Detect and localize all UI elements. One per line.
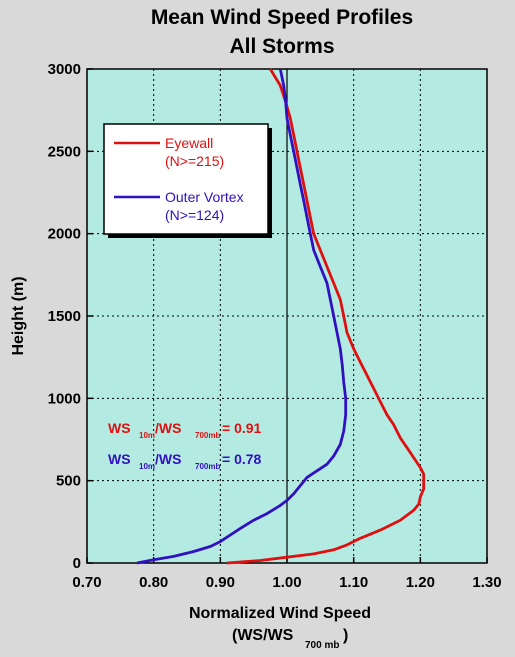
tick-layer: 0.70 0.80 0.90 1.00 1.10 1.20 1.30 0 500 1000 1500…	[48, 61, 502, 591]
series-layer	[136, 68, 426, 565]
x-axis-label-close: )	[343, 627, 348, 644]
x-axis-label-sub: 700 mb	[305, 640, 339, 651]
annotation-ws: WS	[108, 420, 131, 436]
annotation-ws-ratio: /WS	[155, 420, 181, 436]
chart-title: Mean Wind Speed Profiles	[151, 6, 413, 29]
chart-subtitle: All Storms	[229, 35, 334, 58]
x-tick-label: 0.70	[72, 574, 101, 591]
annotation-value: = 0.78	[222, 451, 262, 467]
annotation-sub-700mb: 700mb	[195, 431, 220, 440]
x-tick-label: 1.10	[339, 574, 368, 591]
x-axis-label: Normalized Wind Speed	[189, 605, 371, 622]
y-tick-label: 3000	[48, 61, 81, 78]
annotation-sub-10m: 10m	[139, 431, 155, 440]
annotation-outer-ratio: WS 10m /WS 700mb = 0.78	[108, 451, 262, 471]
y-tick-label: 500	[56, 473, 81, 490]
annotation-ws: WS	[108, 451, 131, 467]
x-tick-label: 0.80	[139, 574, 168, 591]
annotation-sub-10m: 10m	[139, 462, 155, 471]
y-axis-label: Height (m)	[10, 276, 27, 355]
legend: Eyewall (N>=215) Outer Vortex (N>=124)	[103, 123, 272, 238]
x-tick-label: 0.90	[206, 574, 235, 591]
legend-outer-vortex-label: Outer Vortex	[165, 189, 244, 205]
x-tick-label: 1.20	[406, 574, 435, 591]
y-tick-label: 0	[73, 555, 81, 572]
legend-outer-vortex-count: (N>=124)	[165, 207, 224, 223]
y-tick-label: 1000	[48, 390, 81, 407]
annotation-eyewall-ratio: WS 10m /WS 700mb = 0.91	[108, 420, 262, 440]
x-tick-label: 1.00	[272, 574, 301, 591]
annotation-sub-700mb: 700mb	[195, 462, 220, 471]
annotation-value: = 0.91	[222, 420, 262, 436]
legend-eyewall-label: Eyewall	[165, 135, 213, 151]
series-line-eyewall	[226, 68, 426, 565]
legend-eyewall-count: (N>=215)	[165, 153, 224, 169]
x-tick-label: 1.30	[472, 574, 501, 591]
annotation-ws-ratio: /WS	[155, 451, 181, 467]
x-axis-label-line2: (WS/WS 700 mb )	[232, 627, 348, 651]
y-tick-label: 1500	[48, 308, 81, 325]
x-axis-label-ratio: (WS/WS	[232, 627, 294, 644]
y-tick-label: 2500	[48, 143, 81, 160]
series-line-outer-vortex	[136, 68, 348, 565]
y-tick-label: 2000	[48, 226, 81, 243]
